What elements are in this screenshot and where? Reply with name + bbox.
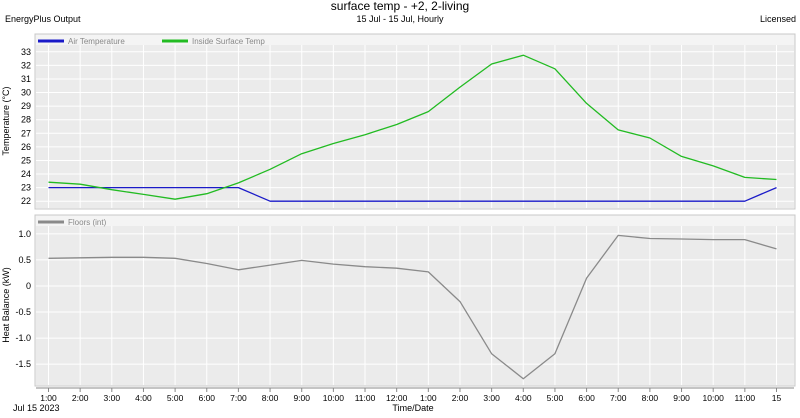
y-tick-label: 0.5 [18, 255, 31, 265]
legend: Air Temperature Inside Surface Temp [38, 37, 265, 46]
legend-label: Inside Surface Temp [192, 37, 265, 46]
license-label: Licensed [760, 14, 796, 24]
y-tick-label: 23 [21, 183, 31, 193]
series-lines [48, 234, 777, 380]
x-tick-label: 11:00 [735, 393, 756, 403]
x-tick-label: 1:00 [40, 393, 57, 403]
y-tick-label: 32 [21, 60, 31, 70]
chart-subtitle: 15 Jul - 15 Jul, Hourly [356, 14, 444, 24]
x-tick-label: 12:00 [386, 393, 408, 403]
y-tick-labels: 1.0 0.5 0 -0.5 -1.0 -1.5 [15, 229, 31, 369]
y-tick-label: 27 [21, 128, 31, 138]
y-tick-label: 22 [21, 196, 31, 206]
legend: Floors (int) [38, 218, 107, 227]
series-lines [48, 54, 777, 202]
y-tick-label: 28 [21, 115, 31, 125]
y-tick-label: 1.0 [18, 229, 31, 239]
x-tick-label: 7:00 [610, 393, 627, 403]
x-tick-label: 5:00 [547, 393, 564, 403]
x-tick-label: 8:00 [262, 393, 279, 403]
x-tick-label: 3:00 [483, 393, 500, 403]
plot-area [36, 226, 794, 385]
y-tick-label: 29 [21, 101, 31, 111]
x-tick-label: 6:00 [198, 393, 215, 403]
x-tick-label: 10:00 [703, 393, 725, 403]
series-line-floors-int [48, 234, 777, 380]
x-tick-label: 6:00 [578, 393, 595, 403]
chart-title: surface temp - +2, 2-living [331, 0, 469, 13]
x-tick-label: 1:00 [420, 393, 437, 403]
y-axis-title: Heat Balance (kW) [1, 267, 11, 343]
x-tick-label: 2:00 [452, 393, 469, 403]
y-tick-label: -1.0 [15, 333, 31, 343]
x-tick-label: 9:00 [293, 393, 310, 403]
x-tick-label: 11:00 [355, 393, 376, 403]
x-axis-title: Time/Date [392, 403, 433, 413]
y-tick-label: 26 [21, 142, 31, 152]
x-tick-label: 4:00 [515, 393, 532, 403]
app-name-label: EnergyPlus Output [5, 14, 81, 24]
legend-label: Floors (int) [68, 218, 107, 227]
y-tick-label: -1.5 [15, 359, 31, 369]
legend-label: Air Temperature [68, 37, 125, 46]
x-tick-label: 4:00 [135, 393, 152, 403]
y-tick-label: 0 [26, 281, 31, 291]
date-label: Jul 15 2023 [13, 403, 60, 413]
x-tick-label: 9:00 [673, 393, 690, 403]
x-tick-label: 8:00 [642, 393, 659, 403]
grid-lines [36, 226, 794, 385]
x-tick-labels: 1:00 2:00 3:00 4:00 5:00 6:00 7:00 8:00 9:00 10:0… [40, 388, 781, 403]
y-tick-labels: 22 23 24 25 26 27 28 29 30 31 32 33 [21, 47, 31, 206]
x-tick-label: 5:00 [167, 393, 184, 403]
x-tick-label: 15 [772, 393, 782, 403]
heat-balance-panel: 1.0 0.5 0 -0.5 -1.0 -1.5 Floors (int) Heat Ba… [1, 214, 796, 387]
y-tick-label: 33 [21, 47, 31, 57]
y-axis-title: Temperature (°C) [1, 86, 11, 155]
x-tick-label: 3:00 [104, 393, 121, 403]
y-tick-label: 25 [21, 155, 31, 165]
y-tick-label: 24 [21, 169, 31, 179]
y-tick-label: -0.5 [15, 307, 31, 317]
y-tick-label: 31 [21, 74, 31, 84]
plot-area [36, 45, 794, 208]
x-tick-label: 2:00 [72, 393, 89, 403]
x-tick-label: 7:00 [230, 393, 247, 403]
x-tick-label: 10:00 [323, 393, 345, 403]
y-tick-label: 30 [21, 88, 31, 98]
series-line-inside-surface-temp [48, 54, 777, 200]
temperature-panel: 22 23 24 25 26 27 28 29 30 31 32 33 Air Temperature… [1, 33, 796, 210]
series-line-air-temperature [48, 186, 777, 202]
